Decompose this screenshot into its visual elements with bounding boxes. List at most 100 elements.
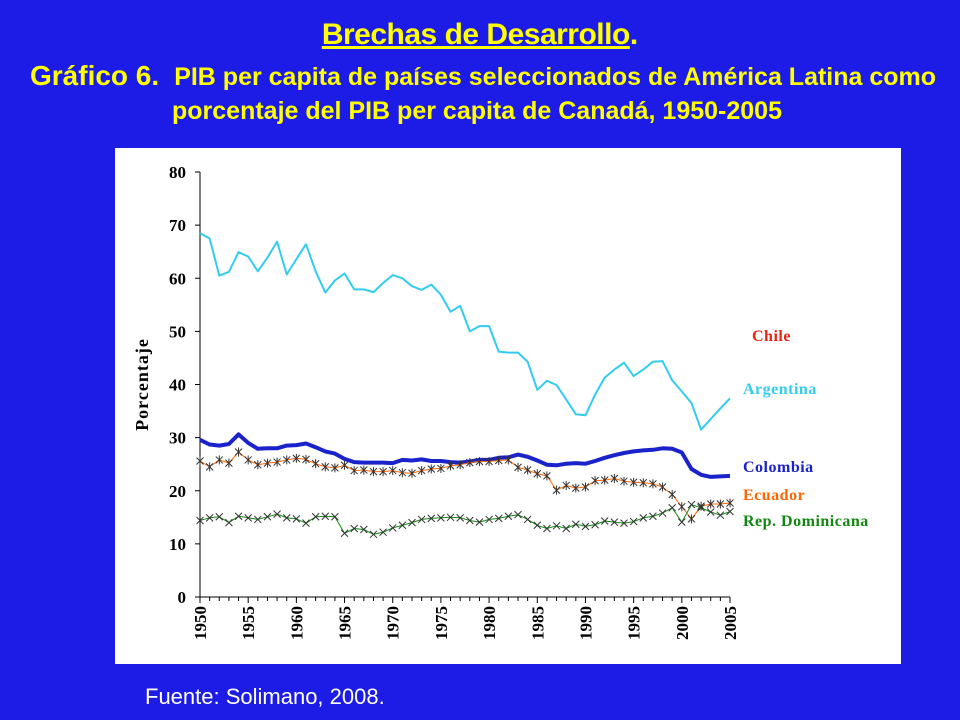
data-point-ecuador <box>591 476 599 486</box>
marker-stroke <box>253 515 262 524</box>
data-point-rep-dominicana <box>581 522 590 531</box>
y-tick-label: 40 <box>169 376 186 395</box>
marker-stroke <box>244 513 253 522</box>
marker-stroke <box>494 514 503 523</box>
marker-stroke <box>562 524 571 533</box>
data-point-ecuador <box>311 459 320 469</box>
data-point-ecuador <box>446 461 455 471</box>
y-tick-label: 60 <box>169 269 186 288</box>
data-point-ecuador <box>369 467 378 477</box>
marker-stroke <box>379 528 387 537</box>
marker-stroke <box>446 513 455 522</box>
marker-stroke <box>427 514 436 523</box>
marker-stroke <box>514 510 522 519</box>
data-point-rep-dominicana <box>504 512 513 521</box>
data-point-rep-dominicana <box>388 524 397 532</box>
data-point-ecuador <box>273 457 281 467</box>
series-line-ecuador <box>199 451 731 520</box>
data-point-ecuador <box>437 463 445 473</box>
marker-stroke <box>388 524 397 532</box>
data-point-ecuador <box>610 474 619 484</box>
y-tick-label: 20 <box>169 482 186 501</box>
data-point-rep-dominicana <box>494 514 503 523</box>
data-point-ecuador <box>514 462 522 472</box>
data-point-ecuador <box>668 489 677 499</box>
x-tick-label: 1990 <box>576 606 595 640</box>
data-point-ecuador <box>225 458 233 468</box>
data-point-ecuador <box>706 499 715 509</box>
data-point-ecuador <box>485 457 493 467</box>
data-point-ecuador <box>205 462 214 472</box>
data-point-rep-dominicana <box>331 512 339 521</box>
x-tick-label: 1960 <box>287 606 306 640</box>
data-point-ecuador <box>244 455 253 465</box>
data-point-rep-dominicana <box>629 517 638 526</box>
data-point-rep-dominicana <box>369 530 378 539</box>
chart-series <box>196 232 734 539</box>
data-point-rep-dominicana <box>437 513 445 522</box>
data-point-rep-dominicana <box>205 513 214 522</box>
marker-stroke <box>677 518 686 526</box>
marker-stroke <box>475 518 484 526</box>
data-point-rep-dominicana <box>485 515 493 524</box>
data-point-ecuador <box>562 480 571 490</box>
x-tick-label: 1985 <box>528 606 547 640</box>
data-point-ecuador <box>716 499 725 509</box>
marker-stroke <box>465 516 474 525</box>
data-point-rep-dominicana <box>321 512 330 521</box>
marker-stroke <box>533 521 542 530</box>
data-point-ecuador <box>571 483 580 493</box>
chart-legend: Chile Argentina Colombia Ecuador Rep. Domini… <box>743 328 868 530</box>
marker-stroke <box>369 530 378 539</box>
title-block: Brechas de Desarrollo. <box>0 18 960 52</box>
y-tick-label: 30 <box>169 429 186 448</box>
data-point-ecuador <box>687 514 696 524</box>
data-point-ecuador <box>263 458 272 468</box>
data-point-rep-dominicana <box>379 528 387 537</box>
x-tick-label: 2005 <box>721 606 740 640</box>
data-point-ecuador <box>552 485 561 495</box>
data-point-ecuador <box>465 458 474 468</box>
data-point-ecuador <box>677 502 686 512</box>
data-point-rep-dominicana <box>620 519 628 528</box>
data-point-rep-dominicana <box>697 503 705 512</box>
data-point-ecuador <box>292 453 301 463</box>
data-point-ecuador <box>379 467 387 477</box>
marker-stroke <box>543 524 551 533</box>
marker-stroke <box>302 519 310 528</box>
x-tick-label: 1965 <box>336 606 355 640</box>
data-point-rep-dominicana <box>687 500 696 509</box>
x-tick-label: 1950 <box>191 606 210 640</box>
data-point-rep-dominicana <box>263 512 272 521</box>
y-tick-label: 70 <box>169 216 186 235</box>
marker-stroke <box>716 511 725 520</box>
marker-stroke <box>504 512 513 521</box>
marker-stroke <box>311 512 320 521</box>
data-point-rep-dominicana <box>465 516 474 525</box>
x-tick-label: 1980 <box>480 606 499 640</box>
marker-stroke <box>225 518 233 527</box>
data-point-rep-dominicana <box>716 511 725 520</box>
x-tick-label: 1970 <box>384 606 403 640</box>
data-point-ecuador <box>475 457 484 467</box>
data-point-ecuador <box>658 482 667 492</box>
data-point-ecuador <box>726 498 734 508</box>
data-point-ecuador <box>302 454 310 464</box>
series-line-colombia <box>199 432 731 479</box>
data-point-rep-dominicana <box>253 515 262 524</box>
marker-stroke <box>658 509 667 517</box>
legend-label-chile: Chile <box>752 328 791 345</box>
legend-label-argentina: Argentina <box>743 381 817 398</box>
marker-stroke <box>456 513 465 522</box>
legend-label-ecuador: Ecuador <box>743 487 805 504</box>
data-point-ecuador <box>417 466 426 476</box>
data-point-ecuador <box>629 477 638 487</box>
data-point-ecuador <box>196 456 204 466</box>
source-note: Fuente: Solimano, 2008. <box>145 684 385 709</box>
data-point-rep-dominicana <box>244 513 253 522</box>
y-tick-label: 50 <box>169 322 186 341</box>
marker-stroke <box>196 516 204 525</box>
data-point-rep-dominicana <box>668 503 677 512</box>
data-point-rep-dominicana <box>417 515 426 524</box>
marker-stroke <box>321 512 330 521</box>
